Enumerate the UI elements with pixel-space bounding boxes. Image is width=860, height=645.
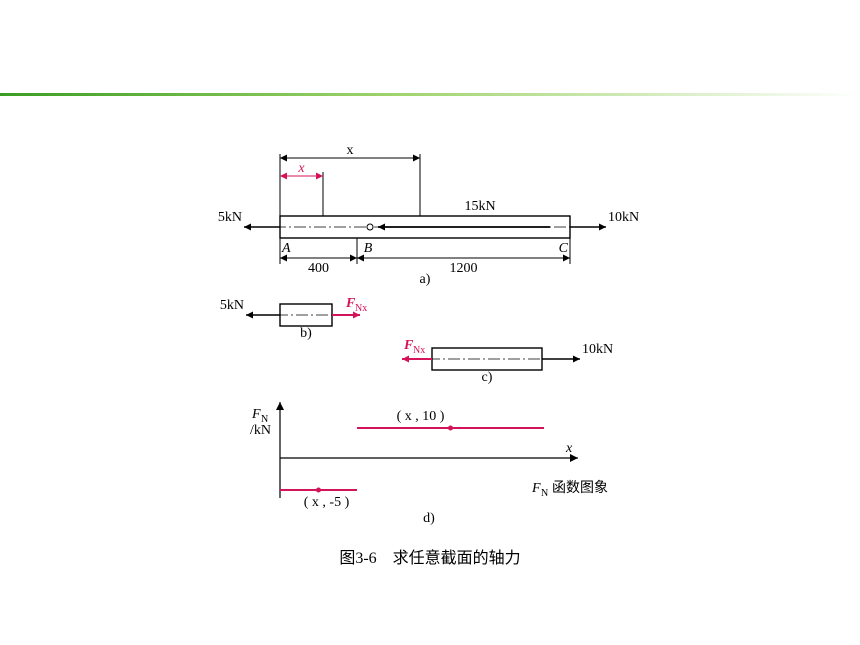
svg-text:B: B bbox=[364, 241, 373, 256]
svg-text:1200: 1200 bbox=[450, 261, 478, 276]
svg-text:10kN: 10kN bbox=[582, 342, 613, 357]
svg-text:5kN: 5kN bbox=[218, 210, 242, 225]
svg-text:d): d) bbox=[423, 511, 435, 526]
figure-b: 5kNFNxb) bbox=[220, 296, 367, 341]
svg-text:C: C bbox=[559, 241, 569, 256]
svg-text:( x , -5 ): ( x , -5 ) bbox=[304, 495, 350, 510]
svg-text:F: F bbox=[251, 407, 261, 422]
svg-text:N: N bbox=[541, 488, 548, 499]
svg-text:F: F bbox=[531, 481, 541, 496]
svg-text:5kN: 5kN bbox=[220, 298, 244, 313]
svg-text:x: x bbox=[297, 161, 305, 176]
svg-text:c): c) bbox=[482, 370, 493, 385]
figure-a: A B C 5kN 15kN 10kN x x 400 1200 a) bbox=[218, 143, 639, 287]
figure-caption: 图3-6 求任意截面的轴力 bbox=[0, 544, 860, 568]
svg-text:Nx: Nx bbox=[355, 303, 367, 314]
svg-text:A: A bbox=[281, 241, 291, 256]
svg-text:Nx: Nx bbox=[413, 345, 425, 356]
svg-text:x: x bbox=[347, 143, 354, 158]
figure-c: FNx10kNc) bbox=[402, 338, 613, 385]
svg-text:400: 400 bbox=[308, 261, 329, 276]
svg-text:b): b) bbox=[300, 326, 312, 341]
svg-text:10kN: 10kN bbox=[608, 210, 639, 225]
svg-text:15kN: 15kN bbox=[464, 199, 495, 214]
svg-text:( x , 10 ): ( x , 10 ) bbox=[397, 409, 445, 424]
svg-text:x: x bbox=[565, 441, 573, 456]
svg-text:函数图象: 函数图象 bbox=[552, 480, 608, 496]
svg-text:a): a) bbox=[420, 272, 431, 287]
figure-d: xFN/kN( x , -5 )( x , 10 )FN函数图象d) bbox=[250, 402, 608, 526]
svg-text:/kN: /kN bbox=[250, 423, 271, 438]
